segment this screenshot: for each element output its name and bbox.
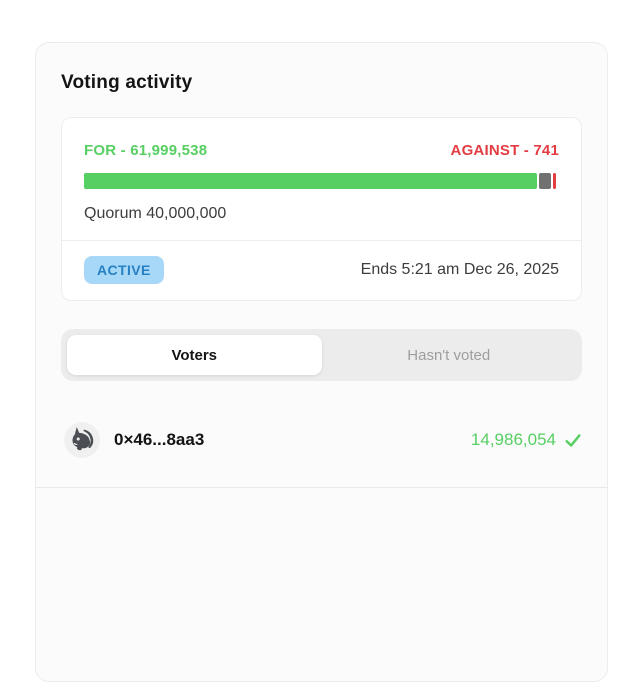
stats-divider [62, 240, 581, 241]
check-icon [564, 431, 582, 449]
voter-votes: 14,986,054 [471, 430, 582, 450]
for-count-label: FOR - 61,999,538 [84, 142, 208, 159]
voter-row[interactable]: 0×46...8aa3 14,986,054 [36, 381, 607, 488]
vote-bar [84, 173, 559, 189]
voting-activity-card: Voting activity FOR - 61,999,538 AGAINST… [35, 42, 608, 682]
card-title: Voting activity [61, 72, 193, 93]
page: { "card": { "title": "Voting activity" }… [35, 42, 608, 682]
unicorn-avatar-icon [63, 421, 101, 459]
vote-bar-segment-for [84, 173, 538, 189]
ends-timestamp: Ends 5:21 am Dec 26, 2025 [360, 261, 559, 278]
vote-labels-row: FOR - 61,999,538 AGAINST - 741 [84, 142, 559, 159]
voter-address: 0×46...8aa3 [114, 430, 205, 449]
status-row: ACTIVE Ends 5:21 am Dec 26, 2025 [62, 241, 581, 300]
vote-bar-segment-abstain [539, 173, 552, 189]
tab-hasnt-voted-label: Hasn't voted [407, 346, 491, 364]
against-count-label: AGAINST - 741 [450, 142, 559, 159]
tab-voters[interactable]: Voters [67, 335, 322, 375]
vote-bar-segment-against [553, 173, 557, 189]
vote-summary-inner: FOR - 61,999,538 AGAINST - 741 Quorum 40… [62, 118, 581, 240]
voter-tabs: Voters Hasn't voted [61, 329, 582, 381]
quorum-label: Quorum 40,000,000 [84, 205, 227, 222]
status-badge: ACTIVE [84, 256, 164, 284]
vote-summary-box: FOR - 61,999,538 AGAINST - 741 Quorum 40… [61, 117, 582, 301]
tab-hasnt-voted[interactable]: Hasn't voted [322, 335, 577, 375]
tab-voters-label: Voters [171, 346, 218, 364]
voter-list: 0×46...8aa3 14,986,054 [36, 381, 607, 488]
voter-votes-value: 14,986,054 [470, 430, 556, 449]
